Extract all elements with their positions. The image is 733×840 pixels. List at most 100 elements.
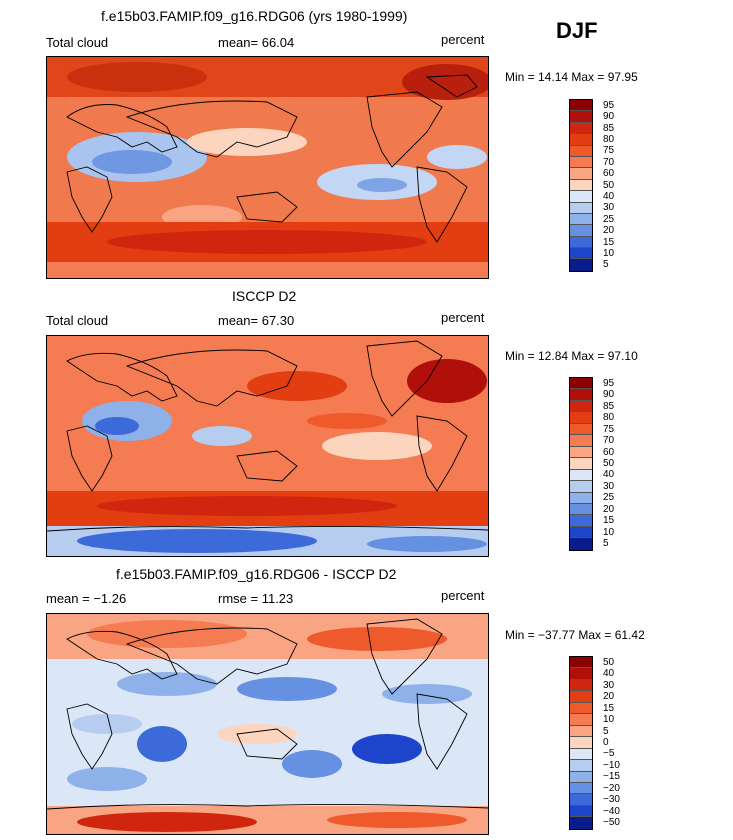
colorbar-swatch <box>570 378 592 390</box>
colorbar-swatch <box>570 771 592 783</box>
colorbar-label: 10 <box>603 247 615 259</box>
panel-3-title: f.e15b03.FAMIP.f09_g16.RDG06 - ISCCP D2 <box>116 566 397 582</box>
panel-2-minmax: Min = 12.84 Max = 97.10 <box>505 349 638 363</box>
colorbar-swatch <box>570 817 592 829</box>
colorbar-swatch <box>570 702 592 715</box>
colorbar-swatch <box>570 657 592 669</box>
colorbar-swatch <box>570 225 592 237</box>
colorbar-label: 30 <box>603 480 615 492</box>
panel-2-mean-label: mean= 67.30 <box>218 313 295 328</box>
panel-1-units-label: percent <box>441 32 485 47</box>
colorbar-swatch <box>570 714 592 726</box>
panel-2-variable-label: Total cloud <box>46 313 109 328</box>
colorbar-label: −20 <box>603 782 620 794</box>
colorbar-label: 40 <box>603 469 615 481</box>
colorbar-label: 5 <box>603 259 609 271</box>
colorbar-label: 5 <box>603 538 609 550</box>
colorbar-label: 80 <box>603 412 615 424</box>
colorbar-swatch <box>570 725 592 738</box>
colorbar-label: 20 <box>603 691 615 703</box>
colorbar-label: 15 <box>603 236 615 248</box>
colorbar-label: 85 <box>603 122 615 134</box>
colorbar-label: 85 <box>603 400 615 412</box>
colorbar-swatch <box>570 202 592 214</box>
colorbar-swatch <box>570 145 592 157</box>
colorbar-label: 80 <box>603 133 615 145</box>
colorbar-swatch <box>570 248 592 260</box>
panel-3-minmax: Min = −37.77 Max = 61.42 <box>505 628 645 642</box>
colorbar-label: 30 <box>603 202 615 214</box>
colorbar-label: 95 <box>603 377 615 389</box>
colorbar-swatch <box>570 481 592 493</box>
season-label: DJF <box>556 18 598 43</box>
panel-3-map <box>46 613 489 835</box>
colorbar-label: 40 <box>603 190 615 202</box>
colorbar-swatch <box>570 179 592 192</box>
colorbar-label: 0 <box>603 737 609 748</box>
panel-2-title: ISCCP D2 <box>232 288 297 304</box>
panel-1-mean-label: mean= 66.04 <box>218 35 295 50</box>
colorbar-label: −15 <box>603 771 620 783</box>
panel-1-minmax: Min = 14.14 Max = 97.95 <box>505 70 638 84</box>
colorbar-swatch <box>570 668 592 680</box>
colorbar-label: 75 <box>603 145 615 157</box>
colorbar-swatch <box>570 492 592 504</box>
colorbar-label: 25 <box>603 492 615 504</box>
colorbar-label: 60 <box>603 168 615 180</box>
colorbar-swatch <box>570 748 592 761</box>
colorbar-swatch <box>570 538 592 550</box>
panel-2-units-label: percent <box>441 310 485 325</box>
colorbar-label: 90 <box>603 111 615 123</box>
colorbar-label: 75 <box>603 423 615 435</box>
colorbar-swatch <box>570 526 592 539</box>
colorbar-swatch <box>570 236 592 249</box>
colorbar-swatch <box>570 805 592 818</box>
panel-1-colorbar <box>569 99 593 272</box>
colorbar-swatch <box>570 191 592 203</box>
colorbar-label: 10 <box>603 526 615 538</box>
colorbar-swatch <box>570 469 592 482</box>
colorbar-label: 25 <box>603 213 615 225</box>
colorbar-label: 50 <box>603 458 615 469</box>
panel-2-colorbar <box>569 377 593 551</box>
colorbar-label: 20 <box>603 225 615 237</box>
colorbar-label: −10 <box>603 759 620 771</box>
colorbar-label: 15 <box>603 515 615 527</box>
colorbar-swatch <box>570 794 592 806</box>
colorbar-swatch <box>570 389 592 401</box>
colorbar-label: 50 <box>603 179 615 191</box>
colorbar-swatch <box>570 412 592 424</box>
colorbar-label: 30 <box>603 679 615 691</box>
panel-1-map <box>46 56 489 279</box>
panel-3-rmse-label: rmse = 11.23 <box>218 591 294 606</box>
colorbar-label: 90 <box>603 389 615 401</box>
colorbar-swatch <box>570 691 592 703</box>
colorbar-swatch <box>570 423 592 436</box>
colorbar-label: 40 <box>603 668 615 680</box>
colorbar-label: 60 <box>603 446 615 458</box>
colorbar-label: 50 <box>603 656 615 668</box>
colorbar-label: 70 <box>603 156 615 168</box>
colorbar-swatch <box>570 503 592 516</box>
colorbar-swatch <box>570 259 592 271</box>
colorbar-label: −5 <box>603 748 615 760</box>
panel-1-variable-label: Total cloud <box>46 35 109 50</box>
colorbar-swatch <box>570 458 592 470</box>
panel-3-mean-label: mean = −1.26 <box>46 591 127 606</box>
colorbar-swatch <box>570 134 592 146</box>
colorbar-swatch <box>570 100 592 112</box>
colorbar-label: −30 <box>603 794 620 806</box>
colorbar-label: 10 <box>603 714 615 726</box>
colorbar-swatch <box>570 435 592 447</box>
panel-1-title: f.e15b03.FAMIP.f09_g16.RDG06 (yrs 1980-1… <box>101 8 408 24</box>
colorbar-swatch <box>570 737 592 749</box>
colorbar-swatch <box>570 168 592 180</box>
colorbar-swatch <box>570 213 592 226</box>
colorbar-label: −40 <box>603 805 620 817</box>
panel-3-units-label: percent <box>441 588 485 603</box>
colorbar-swatch <box>570 111 592 123</box>
colorbar-label: −50 <box>603 817 620 829</box>
colorbar-swatch <box>570 122 592 135</box>
colorbar-label: 5 <box>603 725 609 737</box>
colorbar-label: 20 <box>603 503 615 515</box>
